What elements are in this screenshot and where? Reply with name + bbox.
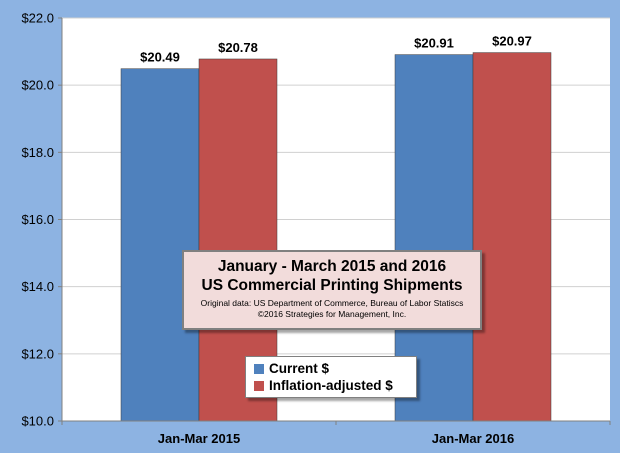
chart-title: January - March 2015 and 2016 [217,258,447,275]
legend-label-current: Current $ [269,361,330,376]
data-label: $20.97 [492,34,532,49]
legend-item-inflation: Inflation-adjusted $ [254,377,416,394]
legend-label-inflation: Inflation-adjusted $ [269,378,393,393]
chart-subtitle: US Commercial Printing Shipments [201,277,463,294]
data-label: $20.91 [414,36,454,51]
legend-item-current: Current $ [254,360,416,377]
y-tick-label: $10.0 [21,414,54,429]
y-tick-label: $20.0 [21,78,54,93]
data-label: $20.49 [140,50,180,65]
source-note: Original data: US Department of Commerce… [200,298,464,308]
chart-title-box: January - March 2015 and 2016 US Commerc… [182,250,482,330]
data-label: $20.78 [218,40,258,55]
axes: $10.0 $12.0 $14.0 $16.0 $18.0 $20.0 $22.0 Jan-M… [21,11,611,446]
y-tick-label: $16.0 [21,212,54,227]
bar [120,68,200,422]
x-tick-label: Jan-Mar 2016 [432,431,514,446]
copyright-note: ©2016 Strategies for Management, Inc. [257,309,407,319]
legend-swatch-inflation [254,380,264,391]
y-tick-label: $18.0 [21,145,54,160]
bar [472,52,552,422]
data-labels: $20.49 $20.78 $20.91 $20.97 [140,34,532,65]
y-tick-label: $22.0 [21,11,54,26]
y-tick-label: $14.0 [21,279,54,294]
legend: Current $ Inflation-adjusted $ [245,356,417,398]
y-tick-label: $12.0 [21,346,54,361]
x-tick-label: Jan-Mar 2015 [158,431,240,446]
legend-swatch-current [254,363,264,374]
bar [198,58,278,422]
